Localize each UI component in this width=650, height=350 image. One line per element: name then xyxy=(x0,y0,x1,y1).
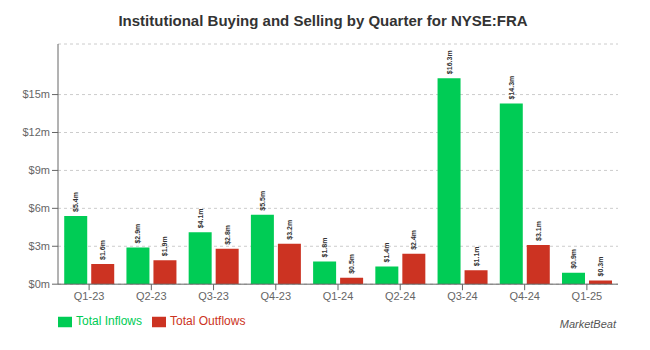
svg-text:$16.3m: $16.3m xyxy=(446,50,454,74)
svg-text:Q1-23: Q1-23 xyxy=(74,290,105,302)
svg-text:Q1-25: Q1-25 xyxy=(572,290,603,302)
svg-text:$0.9m: $0.9m xyxy=(570,249,578,269)
svg-text:$5.4m: $5.4m xyxy=(72,192,80,212)
svg-text:$2.4m: $2.4m xyxy=(410,230,418,250)
html-text:MarketBeat: MarketBeat xyxy=(559,318,616,330)
svg-text:$1.6m: $1.6m xyxy=(99,240,107,260)
svg-text:Q4-23: Q4-23 xyxy=(260,290,291,302)
svg-text:$3.2m: $3.2m xyxy=(286,220,294,240)
html-text:Institutional Buying and Selli: Institutional Buying and Selling by Quar… xyxy=(118,12,528,29)
svg-text:$4.1m: $4.1m xyxy=(197,208,205,228)
html-text:Total Inflows: Total Inflows xyxy=(76,314,142,329)
svg-text:$15m: $15m xyxy=(22,88,50,100)
html-text:Total Outflows: Total Outflows xyxy=(170,314,246,329)
svg-text:$1.1m: $1.1m xyxy=(473,246,481,266)
svg-text:$9m: $9m xyxy=(29,164,50,176)
svg-text:$3.1m: $3.1m xyxy=(535,221,543,241)
svg-text:$14.3m: $14.3m xyxy=(508,76,516,100)
svg-text:$5.5m: $5.5m xyxy=(259,191,267,211)
svg-text:$2.9m: $2.9m xyxy=(134,224,142,244)
svg-text:$1.8m: $1.8m xyxy=(321,238,329,258)
svg-text:Q2-23: Q2-23 xyxy=(136,290,167,302)
svg-text:$6m: $6m xyxy=(29,202,50,214)
svg-text:$1.4m: $1.4m xyxy=(383,243,391,263)
svg-text:$0m: $0m xyxy=(29,278,50,290)
svg-text:$1.9m: $1.9m xyxy=(161,236,169,256)
svg-text:Q3-24: Q3-24 xyxy=(447,290,478,302)
svg-text:Q1-24: Q1-24 xyxy=(323,290,354,302)
svg-text:$0.3m: $0.3m xyxy=(597,257,605,277)
svg-text:Q2-24: Q2-24 xyxy=(385,290,416,302)
svg-text:$2.8m: $2.8m xyxy=(224,225,232,245)
svg-text:$0.5m: $0.5m xyxy=(348,254,356,274)
svg-text:$12m: $12m xyxy=(22,126,50,138)
svg-text:Q3-23: Q3-23 xyxy=(198,290,229,302)
svg-text:$3m: $3m xyxy=(29,240,50,252)
svg-text:Q4-24: Q4-24 xyxy=(509,290,540,302)
